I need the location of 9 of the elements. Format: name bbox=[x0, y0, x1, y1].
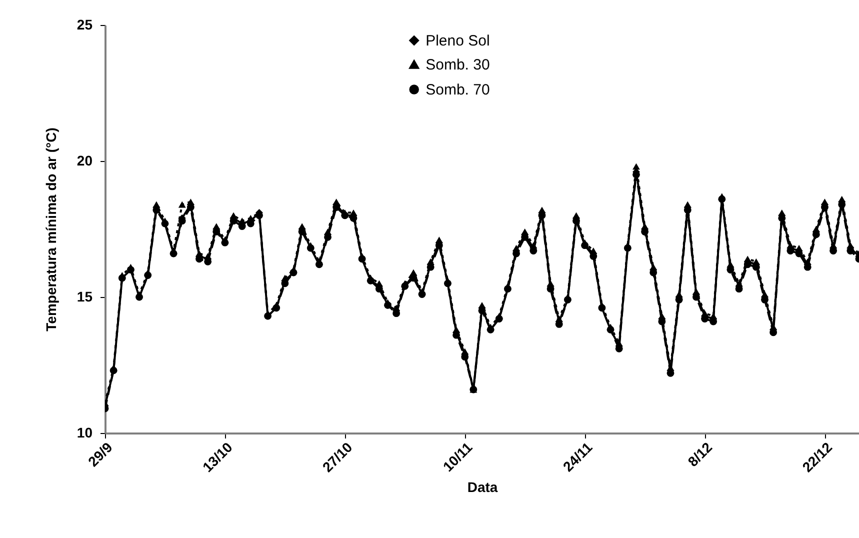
y-tick-label: 25 bbox=[76, 16, 93, 32]
legend-label: Pleno Sol bbox=[426, 32, 490, 50]
y-tick-label: 20 bbox=[76, 152, 93, 168]
y-tick-label: 10 bbox=[76, 424, 93, 440]
y-tick-label: 15 bbox=[76, 288, 93, 304]
legend-label: Somb. 30 bbox=[426, 56, 490, 74]
x-axis-title: Data bbox=[467, 479, 498, 496]
legend-label: Somb. 70 bbox=[426, 82, 490, 98]
y-axis-title: Temperatura mínima do ar (°C) bbox=[42, 128, 59, 332]
